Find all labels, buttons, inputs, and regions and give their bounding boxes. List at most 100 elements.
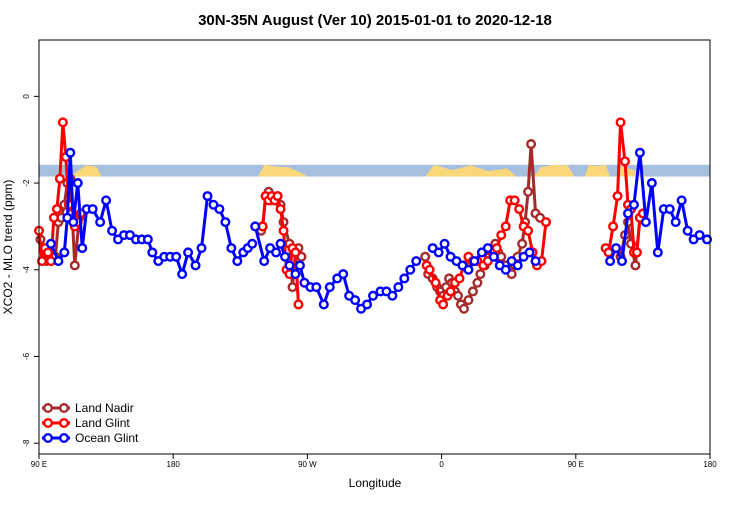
legend-marker xyxy=(43,433,54,444)
data-point-ocean-glint xyxy=(275,238,286,249)
data-point-ocean-glint xyxy=(177,269,188,280)
data-point-land-glint xyxy=(620,156,631,167)
data-point-ocean-glint xyxy=(68,217,79,228)
data-point-ocean-glint xyxy=(183,247,194,258)
land-ocean-band xyxy=(39,164,710,177)
data-point-land-glint xyxy=(430,277,441,288)
data-point-ocean-glint xyxy=(463,264,474,275)
data-point-land-glint xyxy=(514,204,525,215)
data-point-land-nadir xyxy=(472,277,483,288)
legend-label: Land Glint xyxy=(75,416,130,430)
data-point-land-glint xyxy=(631,247,642,258)
data-point-ocean-glint xyxy=(284,260,295,271)
data-point-ocean-glint xyxy=(362,299,373,310)
land-band-segment xyxy=(70,165,102,177)
data-point-ocean-glint xyxy=(393,282,404,293)
data-point-land-glint xyxy=(523,225,534,236)
data-point-ocean-glint xyxy=(101,195,112,206)
data-point-ocean-glint xyxy=(147,247,158,258)
data-point-ocean-glint xyxy=(605,256,616,267)
data-point-ocean-glint xyxy=(387,290,398,301)
data-point-ocean-glint xyxy=(368,290,379,301)
data-point-ocean-glint xyxy=(250,221,261,232)
x-tick-label: 180 xyxy=(703,460,717,469)
data-point-ocean-glint xyxy=(694,230,705,241)
data-point-ocean-glint xyxy=(72,178,83,189)
data-point-ocean-glint xyxy=(65,147,76,158)
legend-label: Ocean Glint xyxy=(75,431,139,445)
ocean-band xyxy=(39,164,710,177)
y-axis-label: XCO2 - MLO trend (ppm) xyxy=(1,180,15,315)
data-point-land-glint xyxy=(36,256,47,267)
data-point-ocean-glint xyxy=(640,217,651,228)
data-point-land-glint xyxy=(540,217,551,228)
data-point-ocean-glint xyxy=(670,217,681,228)
data-point-ocean-glint xyxy=(107,225,118,236)
data-point-ocean-glint xyxy=(634,147,645,158)
y-tick-label: -6 xyxy=(22,352,31,360)
data-point-ocean-glint xyxy=(59,247,70,258)
legend-marker xyxy=(59,433,70,444)
data-point-ocean-glint xyxy=(87,204,98,215)
data-point-ocean-glint xyxy=(611,243,622,254)
data-point-land-nadir xyxy=(467,286,478,297)
data-point-ocean-glint xyxy=(280,251,291,262)
data-point-land-glint xyxy=(612,191,623,202)
data-point-ocean-glint xyxy=(664,204,675,215)
data-point-land-nadir xyxy=(453,290,464,301)
land-band-segment xyxy=(425,164,517,177)
data-point-ocean-glint xyxy=(500,264,511,275)
data-point-ocean-glint xyxy=(294,260,305,271)
series-layer xyxy=(34,117,713,314)
data-point-ocean-glint xyxy=(77,243,88,254)
data-point-ocean-glint xyxy=(190,260,201,271)
legend-marker xyxy=(43,418,54,429)
data-point-ocean-glint xyxy=(142,234,153,245)
data-point-ocean-glint xyxy=(524,247,535,258)
data-point-land-nadir xyxy=(420,251,431,262)
data-point-ocean-glint xyxy=(196,243,207,254)
land-band-segment xyxy=(258,164,308,177)
data-point-land-nadir xyxy=(523,186,534,197)
data-point-ocean-glint xyxy=(53,256,64,267)
data-point-ocean-glint xyxy=(202,191,213,202)
data-point-ocean-glint xyxy=(646,178,657,189)
data-point-ocean-glint xyxy=(350,295,361,306)
data-point-ocean-glint xyxy=(214,204,225,215)
data-point-land-glint xyxy=(445,286,456,297)
data-point-land-glint xyxy=(278,225,289,236)
data-point-ocean-glint xyxy=(271,247,282,258)
data-point-land-glint xyxy=(491,243,502,254)
data-point-land-glint xyxy=(438,299,449,310)
legend-item-ocean-glint: Ocean Glint xyxy=(42,431,139,445)
plot-frame xyxy=(38,39,711,455)
x-tick-label: 90 E xyxy=(568,460,584,469)
y-tick-label: -4 xyxy=(22,266,31,274)
x-tick-label: 0 xyxy=(439,460,444,469)
data-point-land-glint xyxy=(42,247,53,258)
data-point-ocean-glint xyxy=(622,208,633,219)
legend-marker xyxy=(59,418,70,429)
data-point-land-glint xyxy=(51,204,62,215)
data-point-land-glint xyxy=(500,221,511,232)
series-ocean-glint xyxy=(45,147,713,314)
data-point-ocean-glint xyxy=(682,225,693,236)
y-tick-label: -8 xyxy=(22,439,31,447)
legend-label: Land Nadir xyxy=(75,401,134,415)
data-point-land-glint xyxy=(48,212,59,223)
data-point-land-nadir xyxy=(69,260,80,271)
land-band-segment xyxy=(534,164,575,177)
data-point-land-glint xyxy=(509,195,520,206)
data-point-ocean-glint xyxy=(290,269,301,280)
data-point-land-nadir xyxy=(475,269,486,280)
data-point-ocean-glint xyxy=(617,256,628,267)
data-point-ocean-glint xyxy=(311,282,322,293)
data-point-land-glint xyxy=(275,204,286,215)
data-point-land-glint xyxy=(608,221,619,232)
data-point-land-nadir xyxy=(517,238,528,249)
land-band-segment xyxy=(584,164,611,177)
legend-item-land-nadir: Land Nadir xyxy=(42,401,134,415)
